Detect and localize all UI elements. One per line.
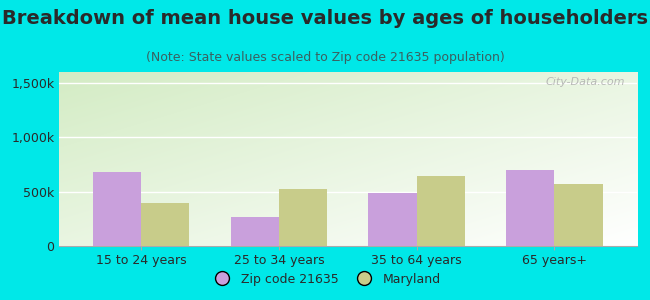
- Bar: [141, 202, 189, 246]
- Text: (Note: State values scaled to Zip code 21635 population): (Note: State values scaled to Zip code 2…: [146, 51, 504, 64]
- Bar: [93, 172, 141, 246]
- Bar: [417, 176, 465, 246]
- Bar: [369, 193, 417, 246]
- Text: Breakdown of mean house values by ages of householders: Breakdown of mean house values by ages o…: [2, 9, 648, 28]
- Bar: [231, 217, 279, 246]
- Legend: Zip code 21635, Maryland: Zip code 21635, Maryland: [205, 268, 445, 291]
- Text: City-Data.com: City-Data.com: [546, 77, 625, 87]
- Bar: [554, 184, 603, 246]
- Bar: [506, 170, 554, 246]
- Bar: [279, 190, 327, 246]
